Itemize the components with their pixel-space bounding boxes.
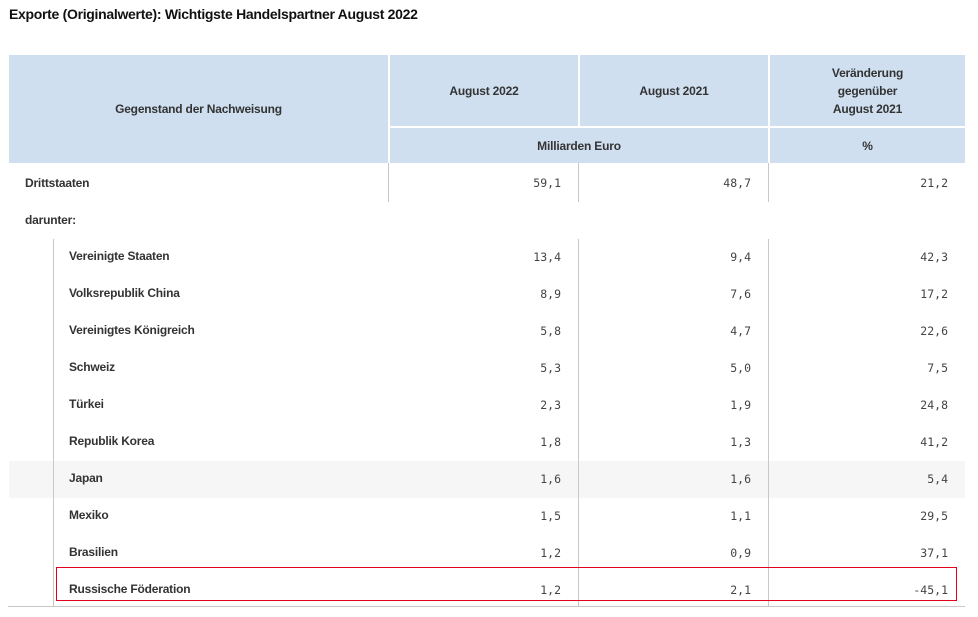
header-veraenderung-line1: Veränderung	[831, 65, 904, 80]
row-v2022: 5,3	[540, 361, 561, 375]
table-bottom-border	[8, 606, 965, 607]
row-v2022: 1,8	[540, 435, 561, 449]
table-row: Republik Korea 1,8 1,3 41,2	[9, 424, 965, 461]
table-row: Mexiko 1,5 1,1 29,5	[9, 498, 965, 535]
row-v2022: 1,6	[540, 472, 561, 486]
table-row: Russische Föderation 1,2 2,1 -45,1	[9, 572, 965, 609]
row-label: Mexiko	[69, 508, 109, 522]
row-v2022: 1,2	[540, 546, 561, 560]
row-change: 5,4	[927, 472, 948, 486]
row-v2021: 9,4	[730, 250, 751, 264]
table-row: Vereinigte Staaten 13,4 9,4 42,3	[9, 239, 965, 276]
table-row: Japan 1,6 1,6 5,4	[9, 461, 965, 498]
divider	[768, 239, 769, 606]
header-veraenderung-line2: gegenüber	[837, 83, 898, 98]
row-v2021: 1,6	[730, 472, 751, 486]
divider	[768, 163, 769, 202]
row-v2021: 1,9	[730, 398, 751, 412]
header-gegenstand: Gegenstand der Nachweisung	[9, 55, 388, 163]
row-change: -45,1	[913, 583, 948, 597]
divider	[388, 163, 389, 202]
row-change: 22,6	[920, 324, 948, 338]
row-v2022: 5,8	[540, 324, 561, 338]
row-v2021: 1,1	[730, 509, 751, 523]
row-change: 17,2	[920, 287, 948, 301]
table-title: Exporte (Originalwerte): Wichtigste Hand…	[9, 6, 418, 22]
row-label: Volksrepublik China	[69, 286, 180, 300]
row-v2022: 13,4	[533, 250, 561, 264]
row-change: 7,5	[927, 361, 948, 375]
row-label: Vereinigte Staaten	[69, 249, 170, 263]
row-v2022: 2,3	[540, 398, 561, 412]
row-label: Türkei	[69, 397, 104, 411]
row-change: 37,1	[920, 546, 948, 560]
row-change: 24,8	[920, 398, 948, 412]
row-v2021: 7,6	[730, 287, 751, 301]
header-veraenderung: Veränderung gegenüber August 2021	[770, 55, 965, 126]
indent-divider	[53, 239, 54, 606]
divider	[578, 239, 579, 606]
table-row: Brasilien 1,2 0,9 37,1	[9, 535, 965, 572]
highlight-box	[56, 567, 957, 601]
row-v2022: 8,9	[540, 287, 561, 301]
row-change: 42,3	[920, 250, 948, 264]
row-v2022: 1,5	[540, 509, 561, 523]
row-v2021: 0,9	[730, 546, 751, 560]
header-august-2022: August 2022	[390, 55, 578, 126]
row-label: Schweiz	[69, 360, 115, 374]
row-change: 41,2	[920, 435, 948, 449]
row-change: 29,5	[920, 509, 948, 523]
row-label: Russische Föderation	[69, 582, 191, 596]
total-label: Drittstaaten	[25, 176, 90, 190]
row-label: Japan	[69, 471, 103, 485]
total-change: 21,2	[920, 176, 948, 190]
table-row: Schweiz 5,3 5,0 7,5	[9, 350, 965, 387]
row-v2021: 1,3	[730, 435, 751, 449]
row-v2021: 5,0	[730, 361, 751, 375]
header-unit-value: Milliarden Euro	[390, 128, 768, 163]
table-row: Vereinigtes Königreich 5,8 4,7 22,6	[9, 313, 965, 350]
total-v2021: 48,7	[723, 176, 751, 190]
row-v2022: 1,2	[540, 583, 561, 597]
row-label: Brasilien	[69, 545, 118, 559]
table-row: Türkei 2,3 1,9 24,8	[9, 387, 965, 424]
table-row: Volksrepublik China 8,9 7,6 17,2	[9, 276, 965, 313]
header-veraenderung-line3: August 2021	[832, 101, 903, 116]
header-august-2021: August 2021	[580, 55, 768, 126]
divider	[578, 163, 579, 202]
total-v2022: 59,1	[533, 176, 561, 190]
row-label: Republik Korea	[69, 434, 155, 448]
subheading: darunter:	[25, 213, 76, 227]
header-unit-pct: %	[770, 128, 965, 163]
row-v2021: 2,1	[730, 583, 751, 597]
row-label: Vereinigtes Königreich	[69, 323, 195, 337]
row-v2021: 4,7	[730, 324, 751, 338]
